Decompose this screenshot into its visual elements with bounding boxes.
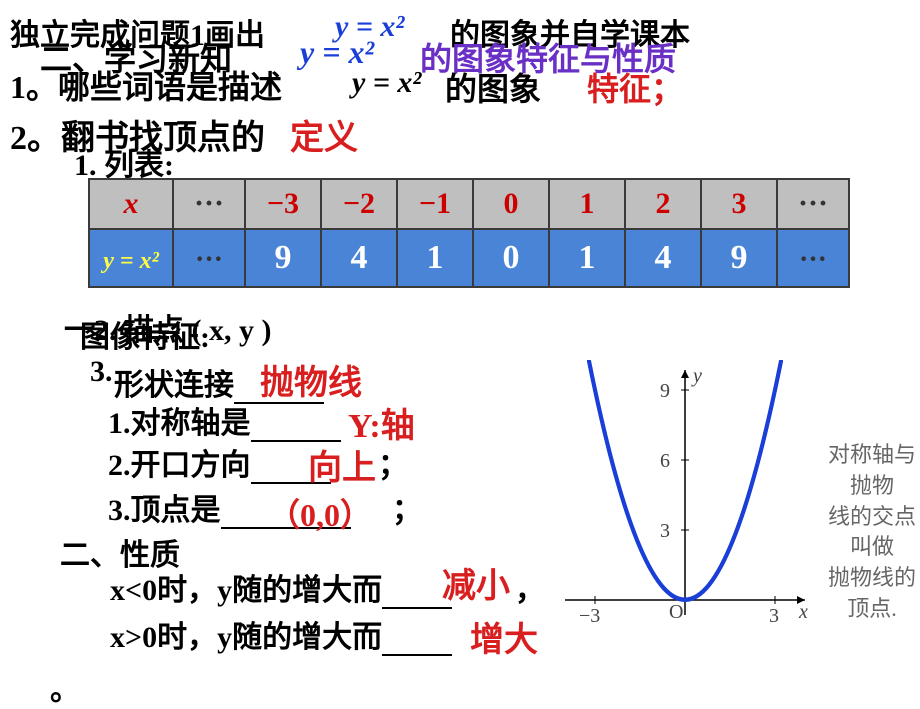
row-v4: 0 <box>473 229 549 287</box>
row-v7: 9 <box>701 229 777 287</box>
header-c1: −3 <box>245 179 321 229</box>
parabola-overlay <box>555 360 815 640</box>
parabola-path <box>589 361 781 600</box>
prop-neg: x<0时，y随的增大而 <box>110 565 452 609</box>
value-table: x ··· −3 −2 −1 0 1 2 3 ··· y = x² ··· 9 … <box>88 178 850 288</box>
semi2: ； <box>392 485 422 529</box>
header-c7: 3 <box>701 179 777 229</box>
image-feature-heading: 图像特征: <box>80 312 210 356</box>
header-c5: 1 <box>549 179 625 229</box>
top-line3b: 的图象 <box>445 64 541 110</box>
header-x: x <box>124 187 139 220</box>
row-v1: 9 <box>245 229 321 287</box>
prop-pos: x>0时，y随的增大而 <box>110 612 452 656</box>
row-v6: 4 <box>625 229 701 287</box>
header-c2: −2 <box>321 179 397 229</box>
table-header-row: x ··· −3 −2 −1 0 1 2 3 ··· <box>89 179 849 229</box>
header-dots-l: ··· <box>194 187 224 220</box>
row-dots-r: ··· <box>799 244 827 275</box>
top-line4red: 定义 <box>290 110 358 159</box>
answer-parabola: 抛物线 <box>260 355 362 404</box>
row-dots-l: ··· <box>195 244 223 275</box>
q-open: 2.开口方向 <box>108 440 331 484</box>
header-dots-r: ··· <box>798 187 828 220</box>
row-v5: 1 <box>549 229 625 287</box>
semi1: ； <box>378 440 408 484</box>
header-c4: 0 <box>473 179 549 229</box>
table-value-row: y = x² ··· 9 4 1 0 1 4 9 ··· <box>89 229 849 287</box>
period: 。 <box>50 665 80 709</box>
header-c6: 2 <box>625 179 701 229</box>
answer-decrease: 减小 <box>442 558 510 607</box>
sidenote-l3: 抛物线的顶点. <box>824 563 920 625</box>
row-yx: y = x² <box>103 248 159 274</box>
comma1: ， <box>515 565 545 609</box>
row-v3: 1 <box>397 229 473 287</box>
answer-increase: 增大 <box>470 612 538 661</box>
side-note: 对称轴与抛物 线的交点叫做 抛物线的顶点. <box>824 440 920 625</box>
answer-vertex: （0,0） <box>268 490 372 536</box>
sidenote-l1: 对称轴与抛物 <box>824 440 920 502</box>
header-c3: −1 <box>397 179 473 229</box>
sidenote-l2: 线的交点叫做 <box>824 502 920 564</box>
top-line3c: 特征； <box>587 64 683 110</box>
row-v2: 4 <box>321 229 397 287</box>
step3-num: 3. <box>90 355 113 389</box>
answer-up: 向上 <box>308 440 376 489</box>
eq3: y = x² <box>352 66 421 100</box>
top-line3a: 1。哪些词语是描述 <box>10 62 282 108</box>
q-axis: 1.对称轴是 <box>108 398 341 442</box>
